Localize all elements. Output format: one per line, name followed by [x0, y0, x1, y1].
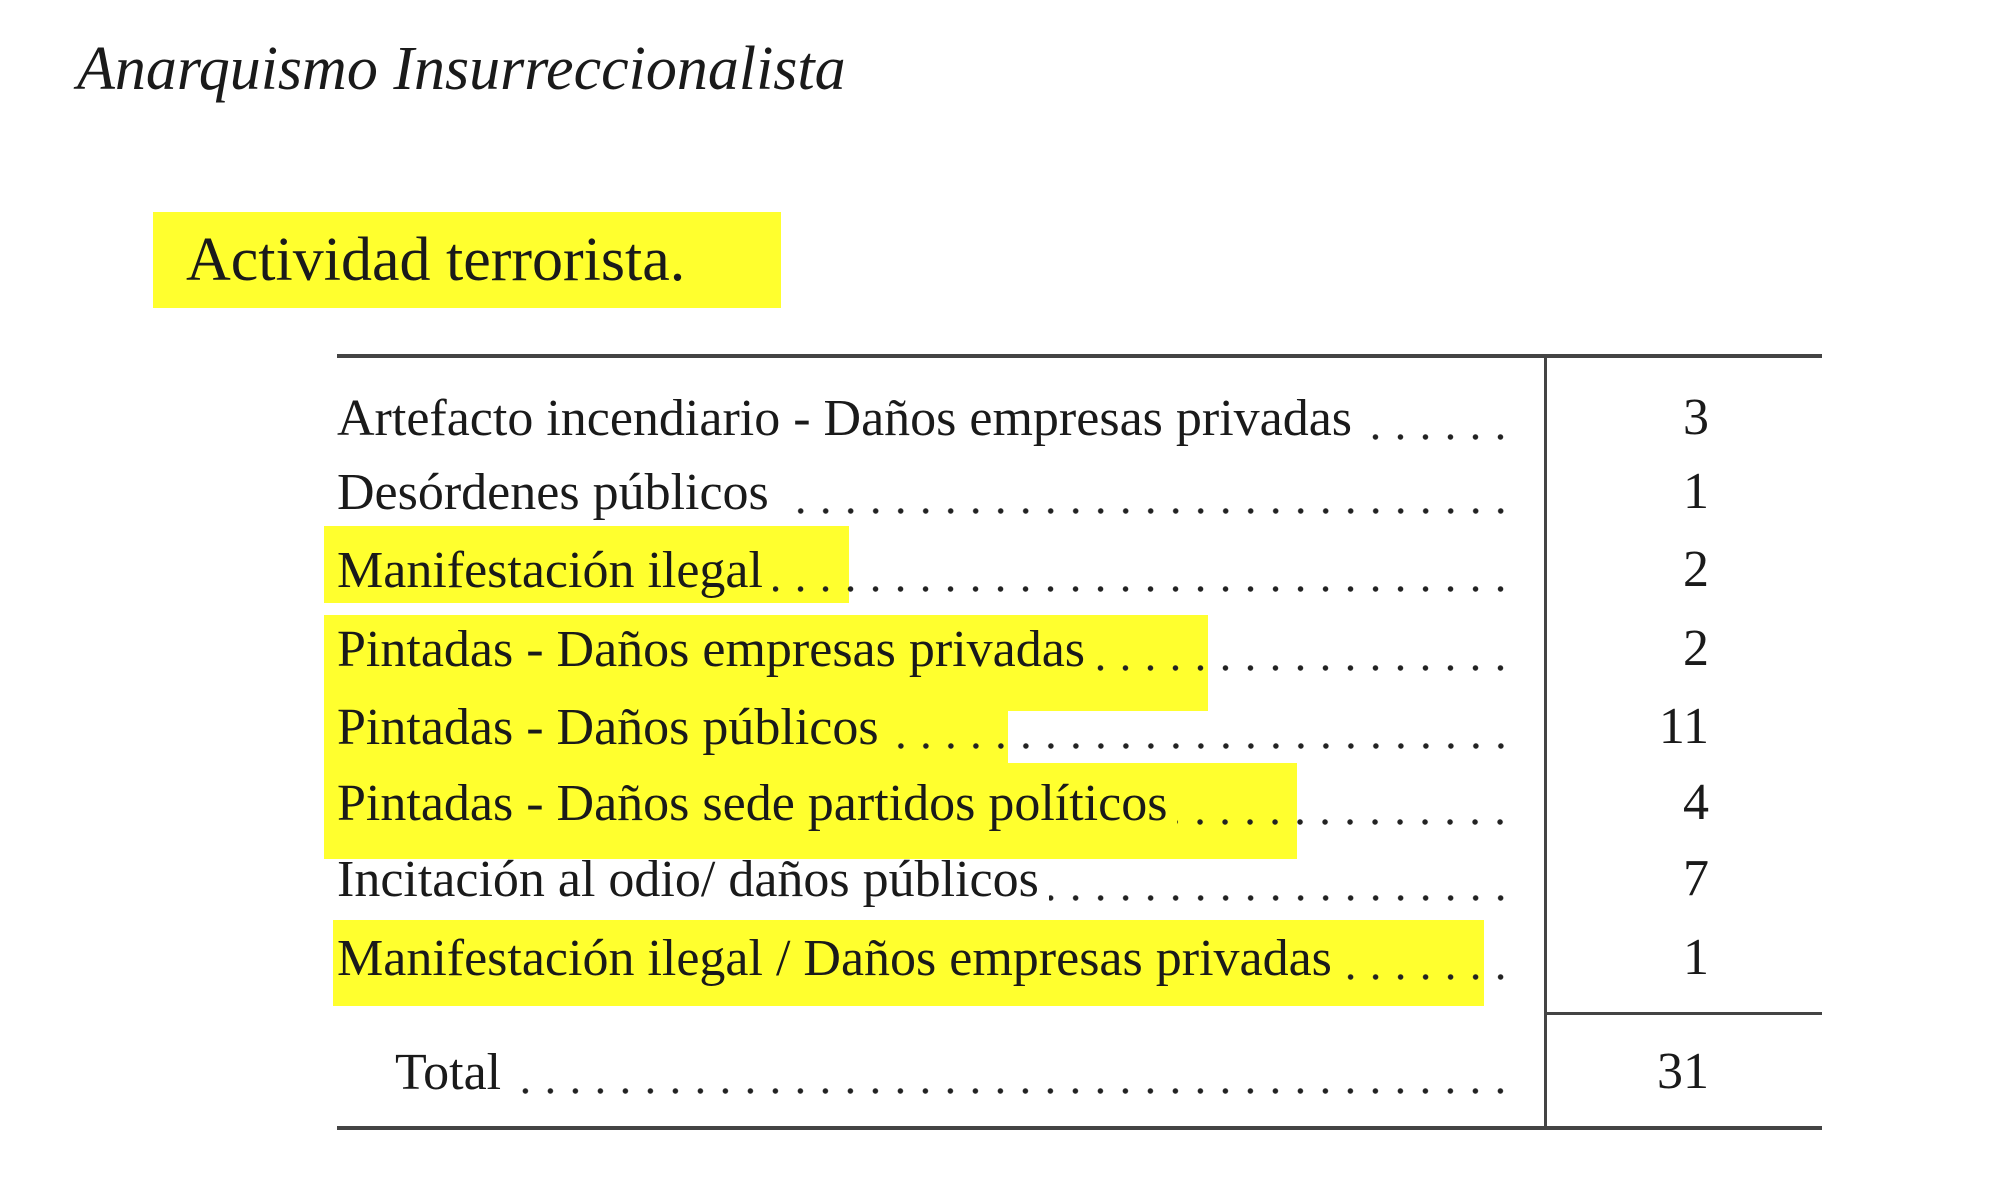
- row-value: 2: [1683, 620, 1709, 677]
- dot-leader: [1048, 894, 1513, 902]
- table-row: Desórdenes públicos: [337, 457, 1513, 527]
- total-value: 31: [1657, 1043, 1709, 1100]
- highlight: [324, 526, 849, 603]
- dot-leader: [511, 1087, 1513, 1095]
- dot-leader: [772, 585, 1513, 593]
- table-row: Pintadas - Daños empresas privadas: [337, 614, 1513, 684]
- table-row: Pintadas - Daños públicos: [337, 692, 1513, 762]
- highlight: [333, 920, 1484, 1006]
- row-value: 4: [1683, 774, 1709, 831]
- dot-leader: [1177, 818, 1513, 826]
- row-value: 3: [1683, 389, 1709, 446]
- highlight: [153, 212, 781, 308]
- dot-leader: [1341, 973, 1513, 981]
- table-row: Manifestación ilegal: [337, 535, 1513, 605]
- row-value: 1: [1683, 929, 1709, 986]
- column-divider: [1544, 356, 1547, 1128]
- top-rule: [337, 354, 1822, 358]
- total-row: Total: [337, 1037, 1513, 1107]
- highlight: [324, 692, 1008, 763]
- row-label: Manifestación ilegal: [337, 541, 763, 599]
- row-label: Artefacto incendiario - Daños empresas p…: [337, 389, 1353, 447]
- dot-leader: [888, 742, 1513, 750]
- total-rule: [1545, 1012, 1822, 1015]
- row-label: Incitación al odio/ daños públicos: [337, 850, 1039, 908]
- dot-leader: [1095, 664, 1513, 672]
- table-row: Artefacto incendiario - Daños empresas p…: [337, 383, 1513, 453]
- row-value: 2: [1683, 541, 1709, 598]
- bottom-rule: [337, 1126, 1822, 1130]
- row-label: Desórdenes públicos: [337, 463, 769, 521]
- table-row: Manifestación ilegal / Daños empresas pr…: [337, 923, 1513, 993]
- table-row: Incitación al odio/ daños públicos: [337, 844, 1513, 914]
- table-row: Pintadas - Daños sede partidos políticos: [337, 768, 1513, 838]
- row-label: Manifestación ilegal / Daños empresas pr…: [337, 929, 1332, 987]
- row-value: 7: [1683, 850, 1709, 907]
- row-label: Pintadas - Daños empresas privadas: [337, 620, 1086, 678]
- total-label: Total: [395, 1043, 502, 1101]
- dot-leader: [778, 507, 1513, 515]
- section-title: Actividad terrorista.: [186, 226, 686, 294]
- row-label: Pintadas - Daños sede partidos políticos: [337, 774, 1168, 832]
- row-value: 11: [1658, 698, 1709, 755]
- dot-leader: [1362, 433, 1513, 441]
- highlight: [324, 763, 1297, 859]
- document-header: Anarquismo Insurreccionalista: [77, 35, 846, 103]
- row-label: Pintadas - Daños públicos: [337, 698, 879, 756]
- row-value: 1: [1683, 463, 1709, 520]
